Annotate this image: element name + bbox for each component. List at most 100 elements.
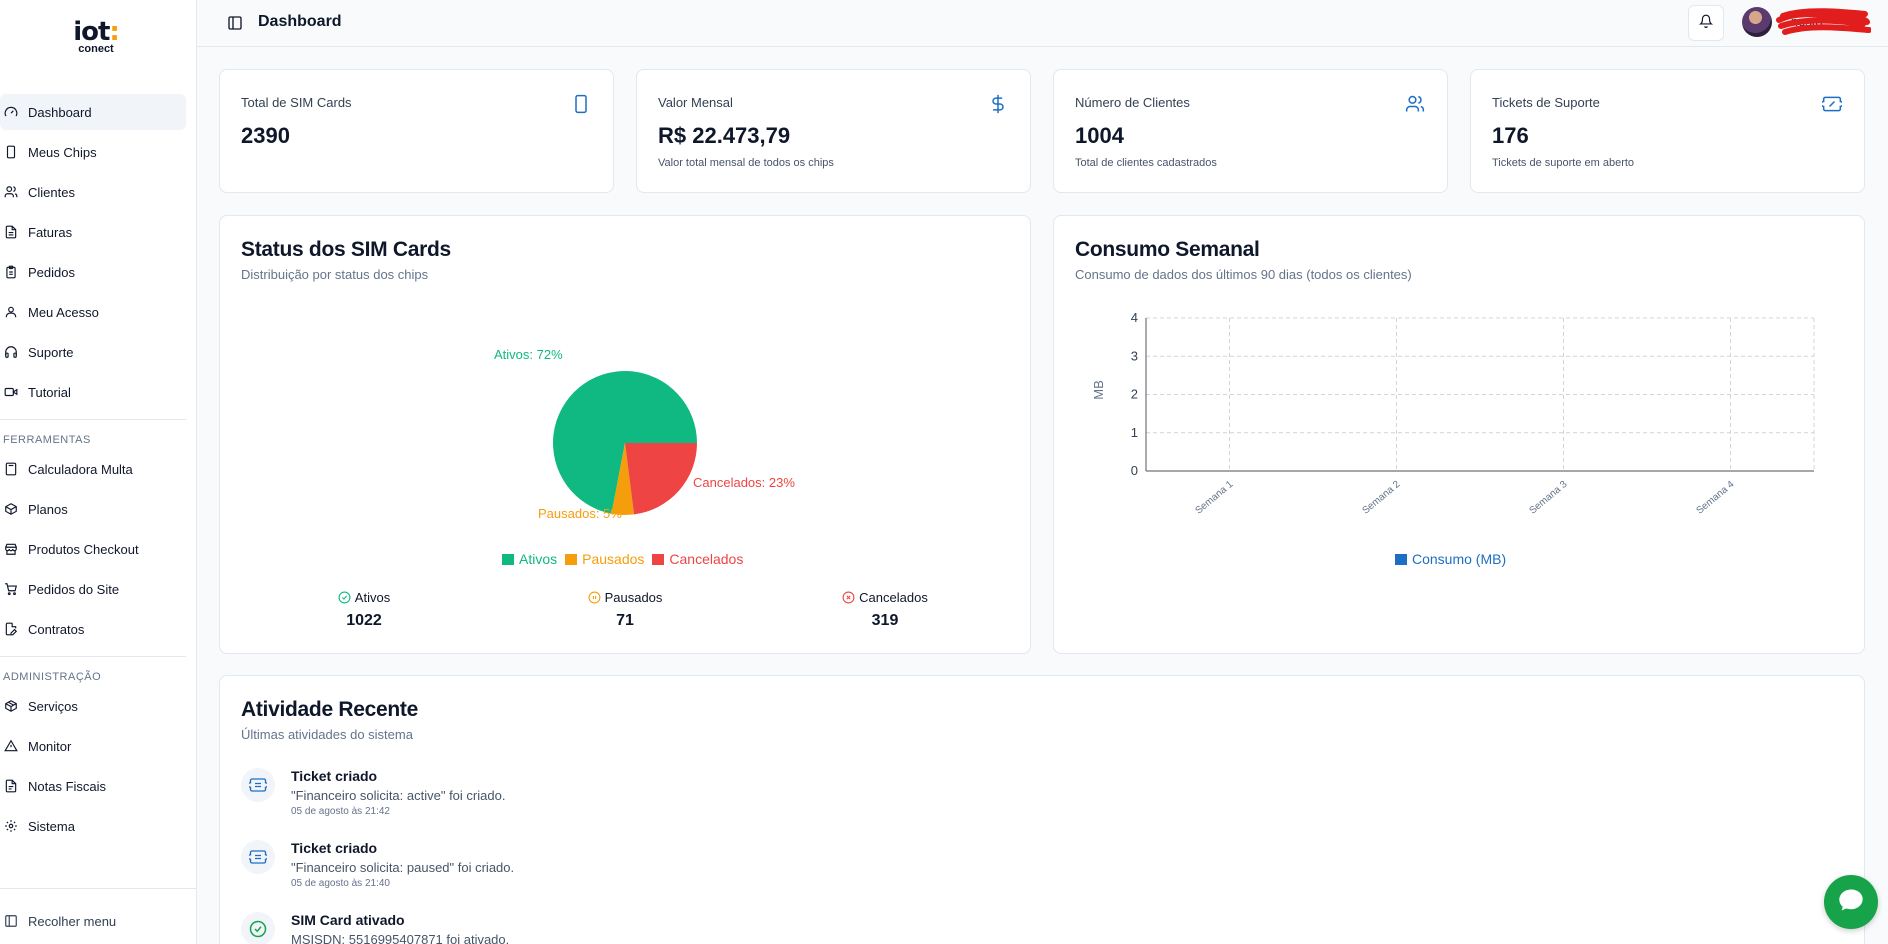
sidebar-item-notas-fiscais[interactable]: Notas Fiscais — [0, 768, 186, 804]
sidebar-item-label: Meus Chips — [28, 144, 97, 160]
divider — [0, 656, 186, 657]
activity-item[interactable]: Ticket criado "Financeiro solicita: acti… — [241, 768, 1041, 828]
status-label: Pausados — [604, 590, 663, 605]
sidebar-item-label: Faturas — [28, 224, 73, 240]
sidebar-item-label: Meu Acesso — [28, 304, 99, 320]
x-circle-icon — [842, 591, 855, 604]
stat-card-valor-mensal: Valor Mensal R$ 22.473,79 Valor total me… — [636, 69, 1031, 193]
cart-icon — [4, 582, 18, 596]
status-count-pausados: Pausados 71 — [555, 590, 695, 630]
sidebar-item-tutorial[interactable]: Tutorial — [0, 374, 186, 410]
avatar[interactable] — [1742, 7, 1772, 37]
sidebar-item-produtos-checkout[interactable]: Produtos Checkout — [0, 531, 186, 567]
activity-time: 05 de agosto às 21:42 — [291, 806, 390, 817]
logo[interactable]: iot: conect — [66, 18, 126, 55]
pie-slice-cancelados[interactable] — [625, 443, 697, 515]
stat-label: Total de SIM Cards — [241, 95, 352, 110]
pie-label-pausados: Pausados: 5% — [538, 506, 622, 521]
settings-icon — [4, 819, 18, 833]
sidebar-item-suporte[interactable]: Suporte — [0, 334, 186, 370]
chart-tick-labels: 0 1 2 3 4 Semana 1 Semana 2 Semana 3 Semana 4 — [1131, 311, 1737, 517]
sidebar-item-label: Suporte — [28, 344, 74, 360]
sidebar-item-label: Monitor — [28, 738, 72, 754]
headphones-icon — [4, 345, 18, 359]
sidebar-toggle-icon[interactable] — [227, 15, 243, 31]
y-tick-label: 0 — [1131, 463, 1138, 478]
sidebar-item-dashboard[interactable]: Dashboard — [0, 94, 186, 130]
status-value: 71 — [616, 612, 634, 629]
x-tick-label: Semana 1 — [1193, 479, 1235, 517]
legend-item-cancelados[interactable]: Cancelados — [652, 551, 743, 567]
pie-slice-pausados[interactable] — [611, 443, 635, 515]
pie-label-ativos: Ativos: 72% — [494, 347, 563, 362]
panel-subtitle: Últimas atividades do sistema — [241, 727, 413, 742]
smartphone-icon — [4, 145, 18, 159]
status-panel: Status dos SIM Cards Distribuição por st… — [219, 215, 1031, 654]
chat-icon — [1837, 886, 1865, 919]
stat-label: Tickets de Suporte — [1492, 95, 1600, 110]
chat-button[interactable] — [1824, 875, 1878, 929]
section-ferramentas: FERRAMENTAS — [3, 434, 91, 446]
sidebar-item-clientes[interactable]: Clientes — [0, 174, 186, 210]
sidebar-item-calculadora-multa[interactable]: Calculadora Multa — [0, 451, 186, 487]
pie-chart — [553, 371, 697, 515]
sidebar-item-sistema[interactable]: Sistema — [0, 808, 186, 844]
consumo-legend[interactable]: Consumo (MB) — [1395, 551, 1506, 567]
legend-item-pausados[interactable]: Pausados — [565, 551, 644, 567]
sidebar-item-pedidos[interactable]: Pedidos — [0, 254, 186, 290]
status-value: 1022 — [346, 612, 382, 629]
status-label: Cancelados — [859, 590, 928, 605]
username[interactable]: ...nesto — [1780, 14, 1823, 29]
sidebar-item-meu-acesso[interactable]: Meu Acesso — [0, 294, 186, 330]
sidebar-item-pedidos-do-site[interactable]: Pedidos do Site — [0, 571, 186, 607]
collapse-menu-label: Recolher menu — [28, 913, 117, 929]
users-icon — [4, 185, 18, 199]
legend-item-ativos[interactable]: Ativos — [502, 551, 557, 567]
stat-sub: Tickets de suporte em aberto — [1492, 157, 1635, 169]
sidebar-item-label: Dashboard — [28, 104, 92, 120]
stat-card-clientes: Número de Clientes 1004 Total de cliente… — [1053, 69, 1448, 193]
y-tick-label: 2 — [1131, 387, 1138, 402]
sidebar-item-label: Sistema — [28, 818, 75, 834]
sidebar-item-label: Planos — [28, 501, 68, 517]
sidebar-item-planos[interactable]: Planos — [0, 491, 186, 527]
activity-desc: "Financeiro solicita: paused" foi criado… — [291, 860, 515, 875]
sidebar-item-label: Contratos — [28, 621, 85, 637]
activity-item[interactable]: Ticket criado "Financeiro solicita: paus… — [241, 840, 1041, 900]
y-tick-label: 1 — [1131, 425, 1138, 440]
sidebar-item-servicos[interactable]: Serviços — [0, 688, 186, 724]
receipt-icon — [4, 779, 18, 793]
legend-label: Consumo (MB) — [1412, 551, 1507, 567]
panel-title: Consumo Semanal — [1075, 238, 1260, 261]
x-tick-label: Semana 2 — [1360, 479, 1402, 517]
ticket-icon — [241, 768, 275, 802]
x-tick-label: Semana 3 — [1527, 479, 1569, 517]
calculator-icon — [4, 462, 18, 476]
stat-value: 2390 — [241, 123, 290, 148]
panel-subtitle: Consumo de dados dos últimos 90 dias (to… — [1075, 267, 1412, 282]
panel-subtitle: Distribuição por status dos chips — [241, 267, 429, 282]
sidebar-item-label: Serviços — [28, 698, 78, 714]
notifications-button[interactable] — [1688, 5, 1724, 41]
sidebar-item-label: Calculadora Multa — [28, 461, 133, 477]
file-icon — [4, 225, 18, 239]
sidebar-item-faturas[interactable]: Faturas — [0, 214, 186, 250]
sidebar-item-monitor[interactable]: Monitor — [0, 728, 186, 764]
sidebar-item-meus-chips[interactable]: Meus Chips — [0, 134, 186, 170]
sidebar-item-label: Pedidos do Site — [28, 581, 120, 597]
clipboard-icon — [4, 265, 18, 279]
ticket-icon — [241, 840, 275, 874]
users-icon — [1405, 94, 1425, 114]
chart-axis — [1145, 318, 1814, 472]
stat-label: Valor Mensal — [658, 95, 733, 110]
panel-title: Status dos SIM Cards — [241, 238, 451, 261]
sidebar-item-contratos[interactable]: Contratos — [0, 611, 186, 647]
consumo-panel: Consumo Semanal Consumo de dados dos últ… — [1053, 215, 1865, 654]
activity-item[interactable]: SIM Card ativado MSISDN: 5516995407871 f… — [241, 912, 1041, 944]
sidebar-item-label: Clientes — [28, 184, 75, 200]
stat-card-tickets: Tickets de Suporte 176 Tickets de suport… — [1470, 69, 1865, 193]
collapse-menu-button[interactable]: Recolher menu — [0, 903, 186, 939]
pie-slice-ativos[interactable] — [553, 371, 697, 514]
x-tick-label: Semana 4 — [1694, 479, 1736, 517]
activity-desc: "Financeiro solicita: active" foi criado… — [291, 788, 506, 803]
